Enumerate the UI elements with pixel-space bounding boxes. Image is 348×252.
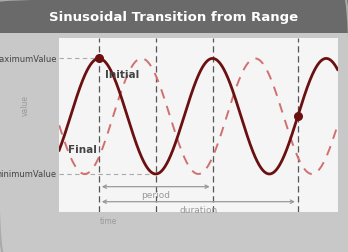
Text: value: value [21,95,30,116]
Text: Final: Final [68,144,96,154]
Text: time: time [100,216,117,225]
Text: maximumValue: maximumValue [0,55,56,64]
Text: minimumValue: minimumValue [0,170,56,179]
Text: Initial: Initial [105,70,139,80]
Text: duration: duration [179,205,218,214]
Text: Sinusoidal Transition from Range: Sinusoidal Transition from Range [49,11,299,23]
Text: period: period [141,190,170,199]
